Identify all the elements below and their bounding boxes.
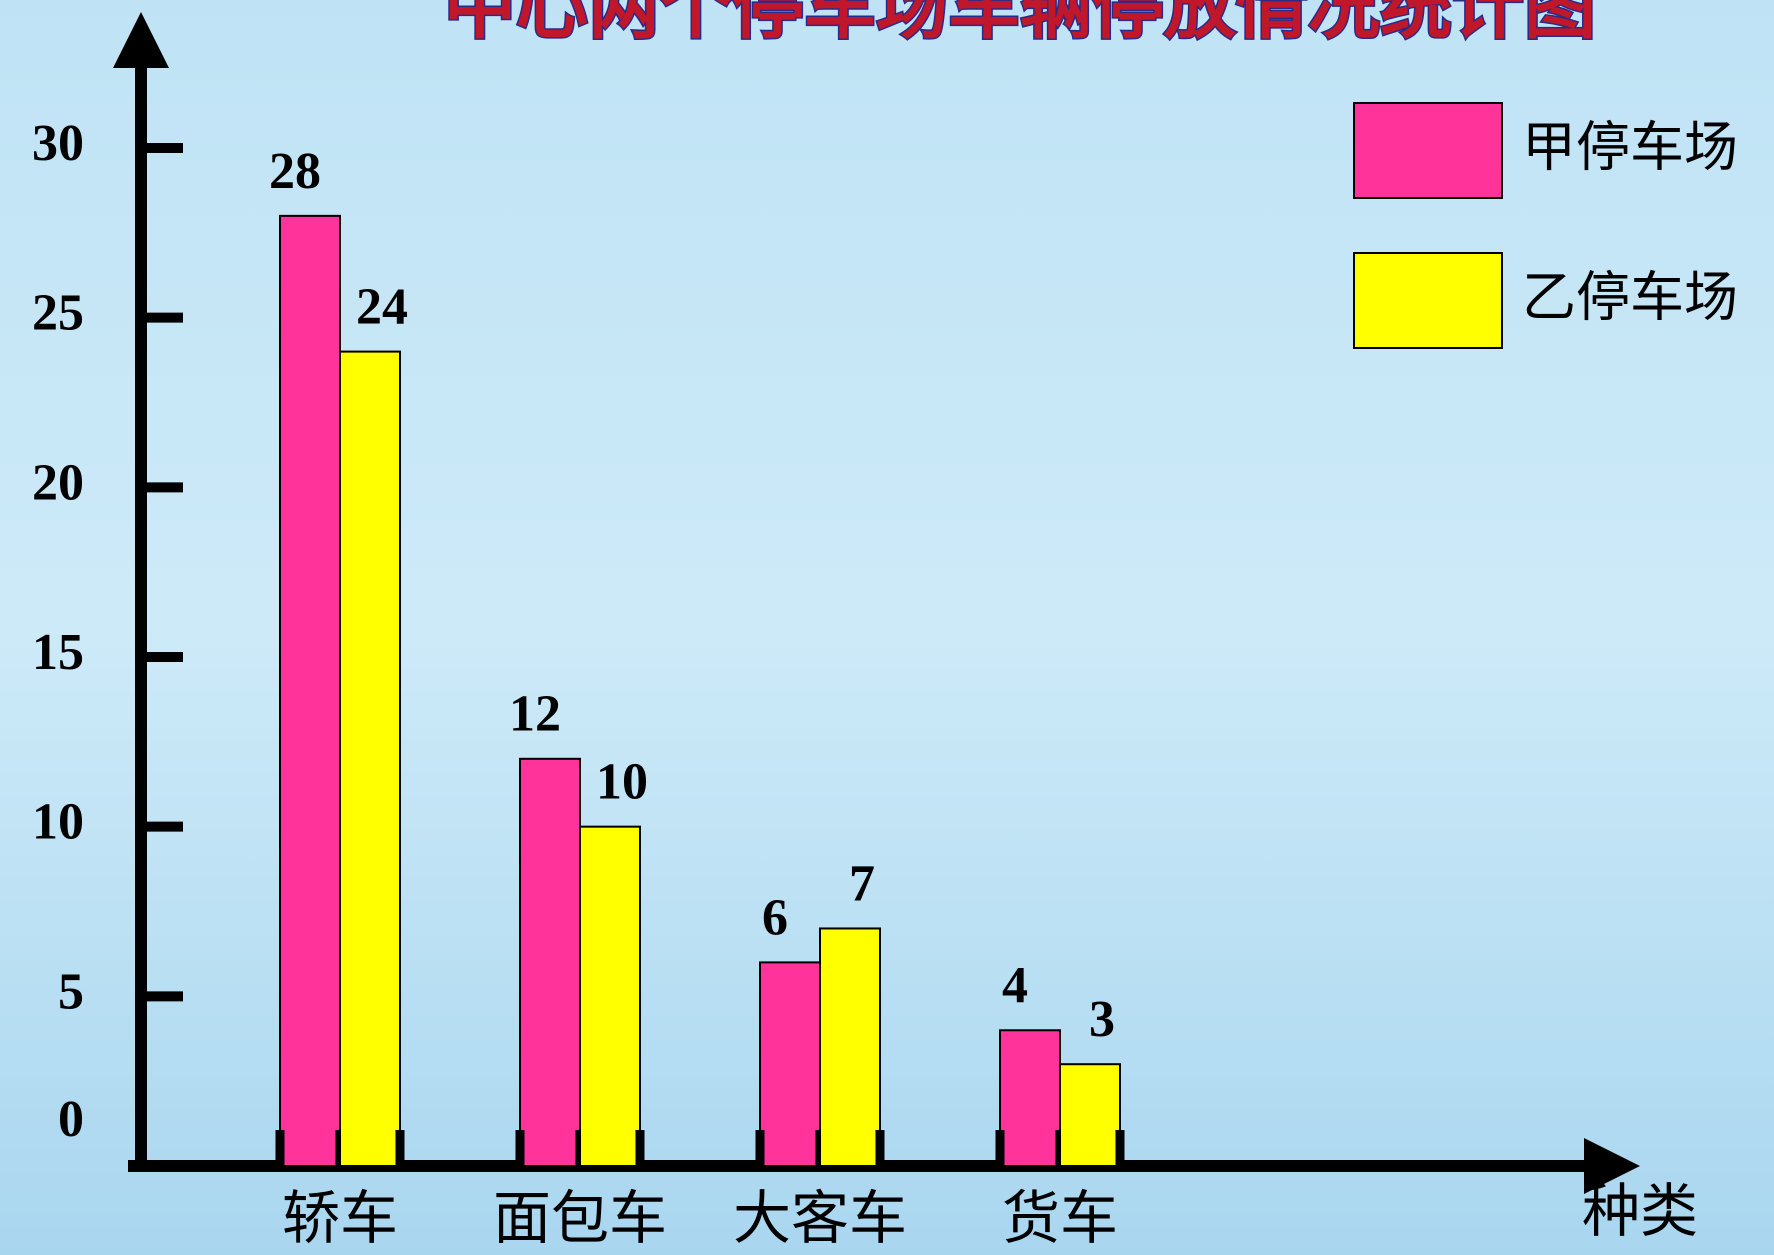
x-tick-label: 轿车 bbox=[282, 1184, 398, 1252]
value-label: 10 bbox=[596, 754, 648, 811]
value-label: 4 bbox=[1002, 957, 1028, 1014]
bar bbox=[819, 927, 881, 1168]
y-tick-label: 30 bbox=[32, 115, 84, 172]
value-label: 7 bbox=[849, 855, 875, 912]
bar bbox=[759, 961, 821, 1168]
y-tick-label: 25 bbox=[32, 285, 84, 342]
chart-title: 中心两个停车场车辆停放情况统计图 bbox=[444, 0, 1596, 49]
x-axis-arrow bbox=[1584, 1138, 1640, 1194]
y-tick-label: 20 bbox=[32, 454, 84, 511]
legend-swatch bbox=[1353, 102, 1503, 199]
bar bbox=[579, 825, 641, 1168]
legend-label: 甲停车场 bbox=[1522, 116, 1738, 179]
value-label: 24 bbox=[356, 279, 408, 336]
legend-label: 乙停车场 bbox=[1522, 266, 1738, 329]
x-tick-label: 大客车 bbox=[733, 1184, 907, 1252]
y-tick-label: 10 bbox=[32, 794, 84, 851]
bar bbox=[279, 214, 341, 1168]
x-axis-label: 种类 bbox=[1582, 1177, 1698, 1245]
y-tick-label: 5 bbox=[58, 963, 84, 1020]
x-tick-label: 面包车 bbox=[493, 1184, 667, 1252]
value-label: 28 bbox=[269, 143, 321, 200]
x-tick-label: 货车 bbox=[1002, 1184, 1118, 1252]
value-label: 3 bbox=[1089, 991, 1115, 1048]
value-label: 6 bbox=[762, 889, 788, 946]
bar bbox=[339, 350, 401, 1168]
bar bbox=[1059, 1063, 1121, 1167]
bar bbox=[519, 757, 581, 1167]
y-axis-arrow bbox=[113, 12, 169, 68]
bar bbox=[999, 1029, 1061, 1168]
y-tick-label: 0 bbox=[58, 1091, 84, 1148]
y-tick-label: 15 bbox=[32, 624, 84, 681]
legend-swatch bbox=[1353, 252, 1503, 349]
value-label: 12 bbox=[509, 686, 561, 743]
